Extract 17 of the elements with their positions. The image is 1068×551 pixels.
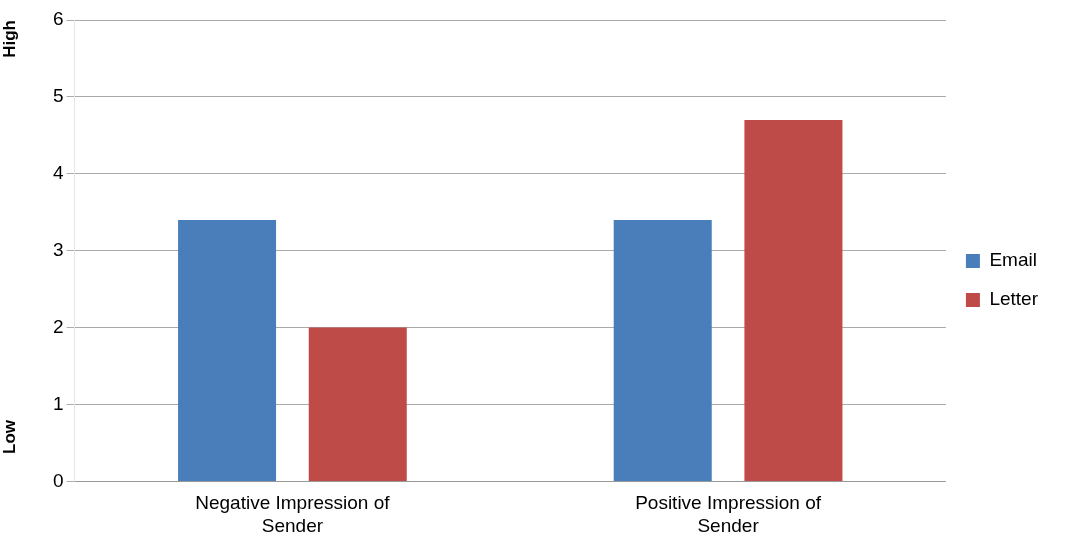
bar (308, 327, 407, 481)
text: Low (0, 420, 20, 454)
x-tick-label: Negative Impression of Sender (195, 492, 391, 536)
legend-label: Letter (989, 288, 1039, 310)
y-tick-label: 6 (52, 8, 64, 30)
y-tick-label: 5 (52, 85, 64, 107)
y-tick-label: 3 (52, 238, 64, 260)
y-tick-label: 2 (52, 315, 64, 337)
legend-label: Email (989, 249, 1037, 271)
bar (178, 219, 277, 481)
text: High (0, 20, 20, 58)
y-tick-label: 0 (52, 469, 64, 491)
y-tick-label: 1 (52, 392, 64, 414)
y-tick-label: 4 (52, 162, 64, 184)
bar (613, 219, 712, 481)
bar (744, 119, 843, 481)
x-tick-label: Positive Impression of Sender (635, 492, 822, 536)
